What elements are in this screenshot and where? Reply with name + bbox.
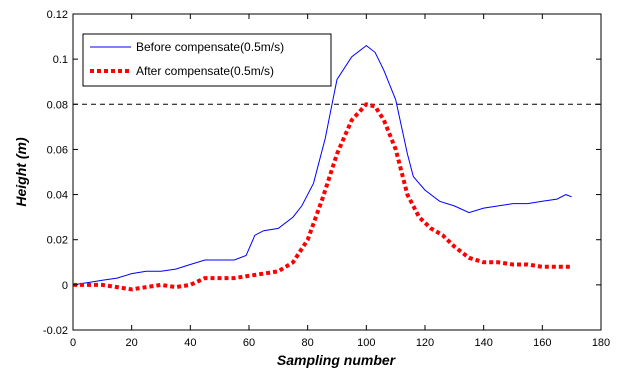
x-tick-label: 160 (533, 337, 551, 349)
series-line-0 (72, 44, 572, 286)
y-tick-label: 0.02 (47, 235, 68, 247)
series-line-1 (73, 102, 572, 292)
x-tick-label: 140 (474, 337, 492, 349)
y-tick-label: 0.06 (47, 144, 68, 156)
legend: Before compensate(0.5m/s) After compensa… (82, 33, 332, 87)
legend-label-before: Before compensate(0.5m/s) (136, 40, 284, 54)
x-tick-label: 120 (416, 337, 434, 349)
legend-label-after: After compensate(0.5m/s) (136, 64, 274, 78)
y-tick-label: 0.04 (47, 190, 68, 202)
x-axis-title: Sampling number (277, 352, 397, 368)
tick-layer: 0 20 40 60 80 100 120 140 160 180-0.0200.020.040.… (43, 9, 610, 349)
x-tick-label: 0 (70, 337, 76, 349)
y-tick-label: 0 (62, 280, 68, 292)
y-tick-label: 0.12 (47, 9, 68, 21)
series-layer (72, 44, 572, 292)
y-tick-label: -0.02 (43, 325, 68, 337)
legend-box (82, 33, 332, 87)
x-tick-label: 60 (243, 337, 255, 349)
x-tick-label: 20 (126, 337, 138, 349)
y-axis-title: Height (m) (13, 137, 29, 207)
x-tick-label: 180 (592, 337, 610, 349)
x-tick-label: 80 (302, 337, 314, 349)
y-tick-label: 0.1 (53, 54, 68, 66)
x-tick-label: 40 (184, 337, 196, 349)
y-tick-label: 0.08 (47, 99, 68, 111)
x-tick-label: 100 (357, 337, 375, 349)
